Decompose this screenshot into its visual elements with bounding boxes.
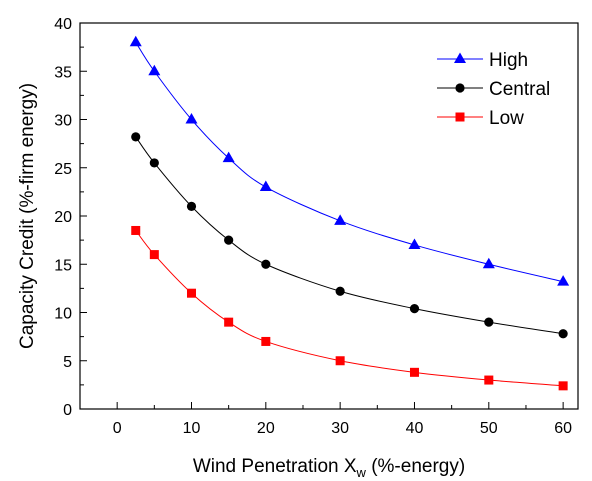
data-point-low: [484, 375, 494, 385]
x-axis-label-subscript: w: [356, 465, 367, 480]
legend-marker-high: [454, 52, 466, 63]
data-point-low: [186, 288, 196, 298]
series-markers: [129, 35, 570, 391]
legend-item-low: Low: [437, 108, 524, 129]
y-tick-label: 20: [54, 209, 72, 226]
data-point-central: [261, 259, 271, 269]
legend-label-central: Central: [489, 79, 550, 100]
y-tick-label: 25: [54, 161, 72, 178]
legend-label-low: Low: [489, 108, 524, 129]
data-point-high: [129, 35, 142, 47]
y-tick-label: 15: [54, 257, 72, 274]
data-point-central: [335, 286, 345, 296]
x-tick-label: 10: [183, 420, 201, 437]
legend-item-central: Central: [437, 79, 550, 100]
data-point-central: [484, 317, 494, 327]
data-point-central: [131, 132, 141, 142]
legend-marker-low: [455, 112, 465, 122]
x-tick-label: 40: [406, 420, 424, 437]
data-point-low: [131, 225, 141, 235]
data-point-high: [259, 180, 272, 192]
data-point-low: [558, 381, 568, 391]
data-point-central: [409, 304, 420, 314]
x-axis-label-tail: (%-energy): [366, 456, 465, 477]
axis-tick-labels: 0 10 20 30 40 50 60 0 5 10 15 20 25 30 35 40: [54, 16, 572, 437]
data-point-high: [222, 151, 235, 163]
y-tick-label: 5: [63, 354, 72, 371]
x-tick-label: 0: [113, 420, 122, 437]
y-tick-label: 40: [54, 16, 72, 33]
x-tick-label: 50: [480, 420, 498, 437]
data-point-low: [409, 367, 419, 377]
legend-label-high: High: [489, 50, 528, 71]
x-tick-label: 60: [554, 420, 572, 437]
legend-marker-central: [455, 83, 465, 93]
data-point-low: [261, 336, 271, 346]
series-line-low: [135, 230, 564, 387]
data-point-low: [335, 356, 345, 366]
y-axis-label: Capacity Credit (%-firm energy): [17, 83, 38, 349]
data-point-high: [334, 214, 347, 225]
legend: High Central Low: [437, 50, 550, 129]
data-point-high: [148, 64, 161, 76]
x-tick-label: 20: [257, 420, 275, 437]
y-tick-label: 30: [54, 113, 72, 130]
data-point-central: [186, 201, 197, 211]
data-point-high: [185, 113, 198, 124]
axis-ticks: [79, 22, 564, 410]
data-point-high: [482, 257, 495, 269]
data-point-high: [408, 238, 421, 249]
data-point-high: [557, 275, 570, 286]
x-tick-label: 30: [331, 420, 349, 437]
y-tick-label: 10: [54, 306, 72, 323]
series-line-high: [135, 42, 564, 283]
y-tick-label: 0: [63, 402, 72, 419]
data-point-low: [224, 317, 234, 327]
x-axis-label: Wind Penetration Xw (%-energy): [193, 456, 465, 480]
series-line-central: [135, 136, 564, 335]
legend-item-high: High: [437, 50, 528, 71]
data-point-central: [149, 158, 159, 168]
y-tick-label: 35: [54, 64, 72, 81]
x-axis-label-main: Wind Penetration X: [193, 456, 357, 477]
data-point-central: [558, 329, 568, 339]
data-point-low: [149, 250, 159, 260]
data-point-central: [224, 235, 234, 245]
series-lines: [135, 42, 564, 387]
